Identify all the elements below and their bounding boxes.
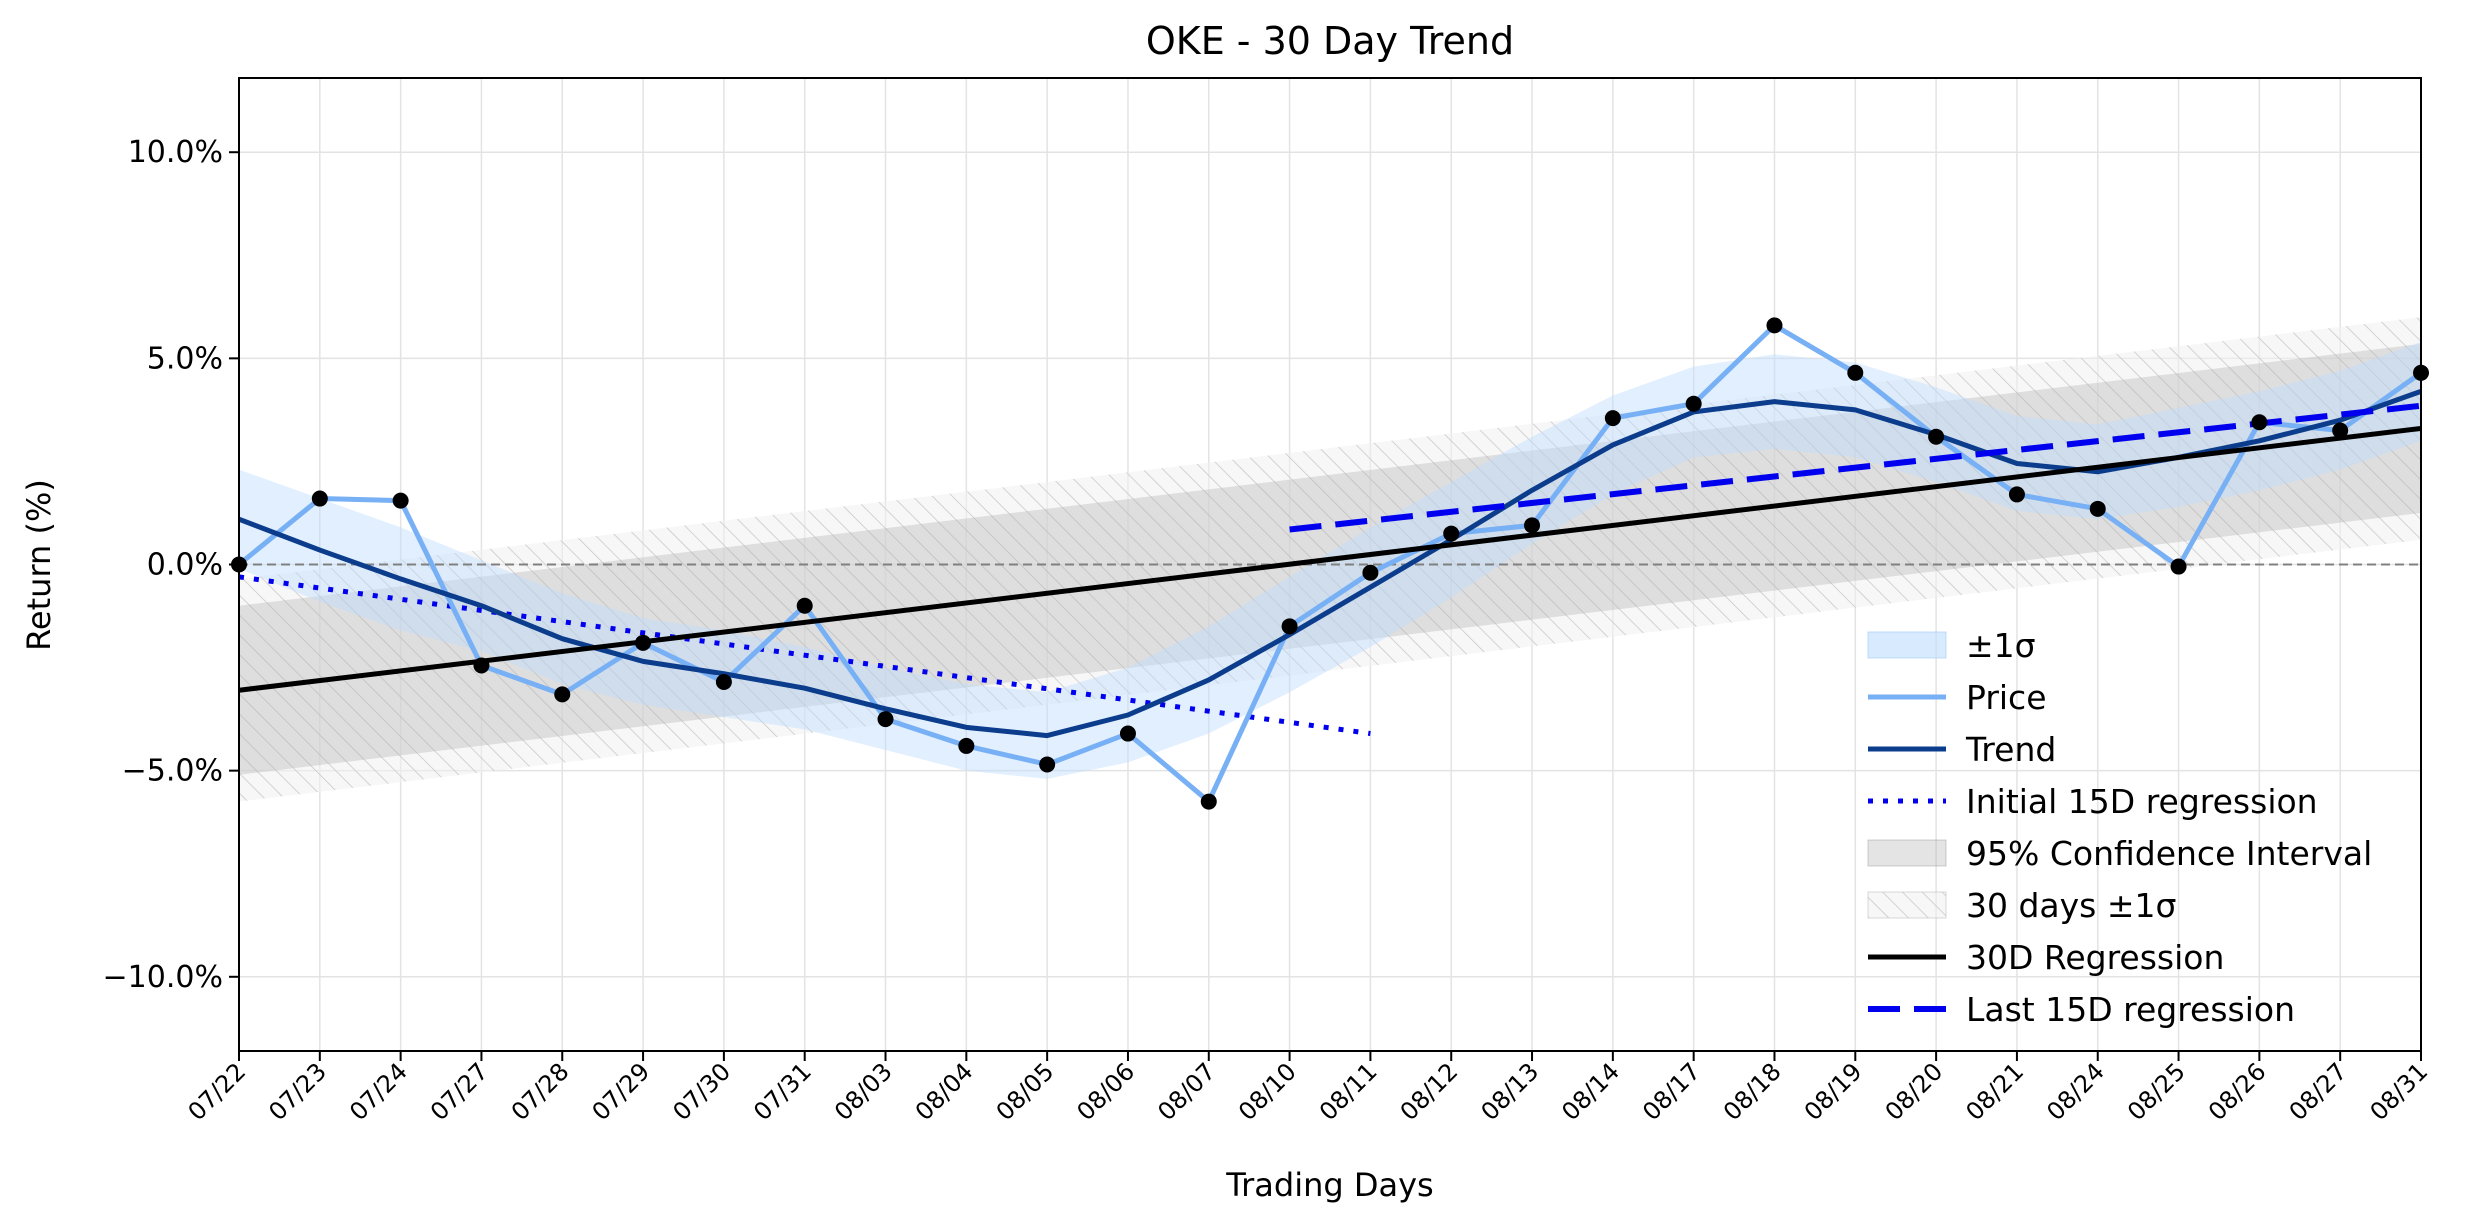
legend-label: 30 days ±1σ <box>1966 886 2176 925</box>
price-point <box>1281 618 1298 635</box>
price-point <box>635 634 652 651</box>
x-tick-label: 08/24 <box>2041 1057 2110 1126</box>
legend-swatch <box>1867 631 1947 659</box>
x-tick-label: 08/03 <box>829 1057 898 1126</box>
chart-title: OKE - 30 Day Trend <box>1146 19 1514 63</box>
y-axis-title: Return (%) <box>20 479 58 651</box>
price-point <box>715 674 732 691</box>
price-point <box>1200 793 1217 810</box>
30d-regression-line <box>239 425 2421 693</box>
legend-label: 30D Regression <box>1966 938 2224 977</box>
x-tick-label: 07/22 <box>183 1057 252 1126</box>
price-point <box>2251 414 2268 431</box>
price-point <box>2332 422 2349 439</box>
x-tick-label: 08/21 <box>1960 1057 2029 1126</box>
y-tick-label: 5.0% <box>147 341 223 376</box>
price-point <box>311 490 328 507</box>
price-point <box>1039 756 1056 773</box>
legend-label: Last 15D regression <box>1966 990 2295 1029</box>
x-tick-label: 08/20 <box>1880 1057 1949 1126</box>
x-tick-label: 08/10 <box>1233 1057 1302 1126</box>
legend: ±1σ Price Trend Initial 15D regression 95% C… <box>1867 626 2372 1029</box>
price-point <box>1604 410 1621 427</box>
x-tick-label: 07/31 <box>748 1057 817 1126</box>
price-point <box>877 711 894 728</box>
y-tick-label: −5.0% <box>122 754 223 789</box>
price-point <box>1766 317 1783 334</box>
price-point <box>1524 517 1541 534</box>
legend-label: 95% Confidence Interval <box>1966 834 2372 873</box>
x-tick-label: 08/11 <box>1314 1057 1383 1126</box>
x-tick-label: 07/24 <box>344 1057 413 1126</box>
y-tick-label: 10.0% <box>128 135 223 170</box>
x-tick-label: 08/04 <box>910 1057 979 1126</box>
legend-label: Trend <box>1965 730 2056 769</box>
price-point <box>958 737 975 754</box>
price-point <box>2089 500 2106 517</box>
x-axis-title: Trading Days <box>1225 1166 1433 1204</box>
trend-line <box>239 388 2421 739</box>
price-point <box>392 492 409 509</box>
last-15d-regression-line <box>1289 402 2421 533</box>
legend-label: ±1σ <box>1966 626 2036 665</box>
price-point <box>1443 525 1460 542</box>
x-tick-label: 08/07 <box>1152 1057 1221 1126</box>
x-tick-label: 08/25 <box>2122 1057 2191 1126</box>
x-tick-label: 08/14 <box>1556 1057 1625 1126</box>
x-tick-label: 08/19 <box>1799 1057 1868 1126</box>
price-point <box>2008 486 2025 503</box>
x-tick-label: 08/06 <box>1071 1057 1140 1126</box>
x-tick-label: 08/12 <box>1395 1057 1464 1126</box>
x-tick-label: 08/13 <box>1476 1057 1545 1126</box>
x-tick-label: 08/27 <box>2284 1057 2353 1126</box>
x-tick-label: 07/29 <box>587 1057 656 1126</box>
price-point <box>796 597 813 614</box>
y-tick-label: 0.0% <box>147 548 223 583</box>
price-point <box>1928 428 1945 445</box>
price-point <box>1119 725 1136 742</box>
price-line <box>239 322 2421 805</box>
point-layer <box>231 317 2429 810</box>
price-point <box>1685 395 1702 412</box>
x-tick-label: 08/17 <box>1637 1057 1706 1126</box>
legend-swatch <box>1867 891 1947 919</box>
x-tick-label: 07/30 <box>667 1057 736 1126</box>
price-point <box>473 657 490 674</box>
x-tick-label: 07/28 <box>506 1057 575 1126</box>
x-tick-label: 07/27 <box>425 1057 494 1126</box>
x-tick-label: 08/31 <box>2365 1057 2434 1126</box>
price-point <box>1362 564 1379 581</box>
price-point <box>2170 558 2187 575</box>
legend-label: Initial 15D regression <box>1966 782 2318 821</box>
legend-swatch <box>1867 839 1947 867</box>
legend-label: Price <box>1966 678 2047 717</box>
x-tick-label: 08/05 <box>991 1057 1060 1126</box>
initial-15d-regression-line <box>239 574 1371 737</box>
line-layer <box>239 322 2421 805</box>
x-tick-label: 08/18 <box>1718 1057 1787 1126</box>
x-tick-label: 08/26 <box>2203 1057 2272 1126</box>
price-point <box>1847 364 1864 381</box>
y-tick-label: −10.0% <box>103 960 223 995</box>
x-tick-label: 07/23 <box>263 1057 332 1126</box>
price-point <box>554 686 571 703</box>
